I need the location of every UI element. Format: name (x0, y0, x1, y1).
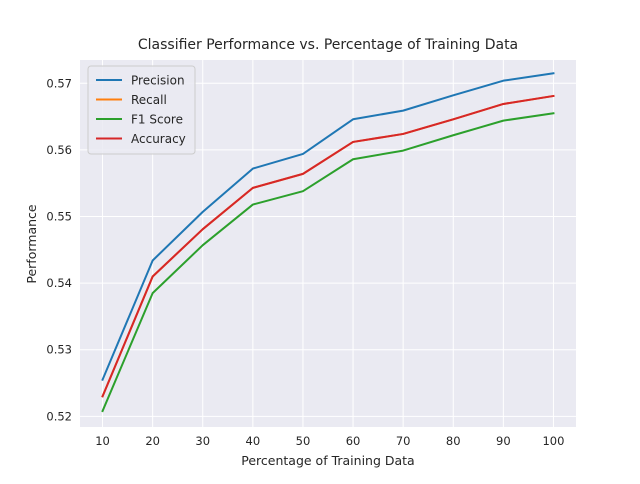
x-tick-label: 90 (496, 434, 511, 448)
tick-labels: 10 20 30 40 50 60 70 80 90 100 0.52 0.53 0.54 0.55 0.5… (46, 76, 564, 448)
x-tick-label: 10 (95, 434, 110, 448)
legend: Precision Recall F1 Score Accuracy (87, 65, 196, 155)
legend-label: F1 Score (131, 113, 183, 127)
legend-label: Precision (131, 74, 185, 88)
series-line-f1-score (101, 112, 555, 413)
y-tick-label: 0.52 (46, 409, 72, 423)
x-tick-label: 70 (396, 434, 411, 448)
x-tick-label: 50 (296, 434, 311, 448)
x-tick-label: 20 (145, 434, 160, 448)
chart-title: Classifier Performance vs. Percentage of… (138, 37, 518, 53)
x-axis-label: Percentage of Training Data (241, 453, 414, 468)
y-tick-label: 0.53 (46, 343, 72, 357)
x-tick-label: 30 (195, 434, 210, 448)
x-tick-label: 60 (346, 434, 361, 448)
x-tick-label: 80 (446, 434, 461, 448)
y-tick-label: 0.55 (46, 210, 72, 224)
legend-box (87, 65, 196, 155)
x-tick-label: 100 (542, 434, 564, 448)
y-tick-label: 0.54 (46, 276, 72, 290)
legend-label: Accuracy (131, 132, 186, 146)
y-axis-label: Performance (24, 204, 39, 284)
legend-label: Recall (131, 93, 167, 107)
y-tick-label: 0.56 (46, 143, 72, 157)
x-tick-label: 40 (246, 434, 261, 448)
series-line-precision (101, 72, 555, 382)
y-tick-label: 0.57 (46, 76, 72, 90)
series-lines (101, 72, 555, 413)
series-line-accuracy (101, 94, 555, 398)
